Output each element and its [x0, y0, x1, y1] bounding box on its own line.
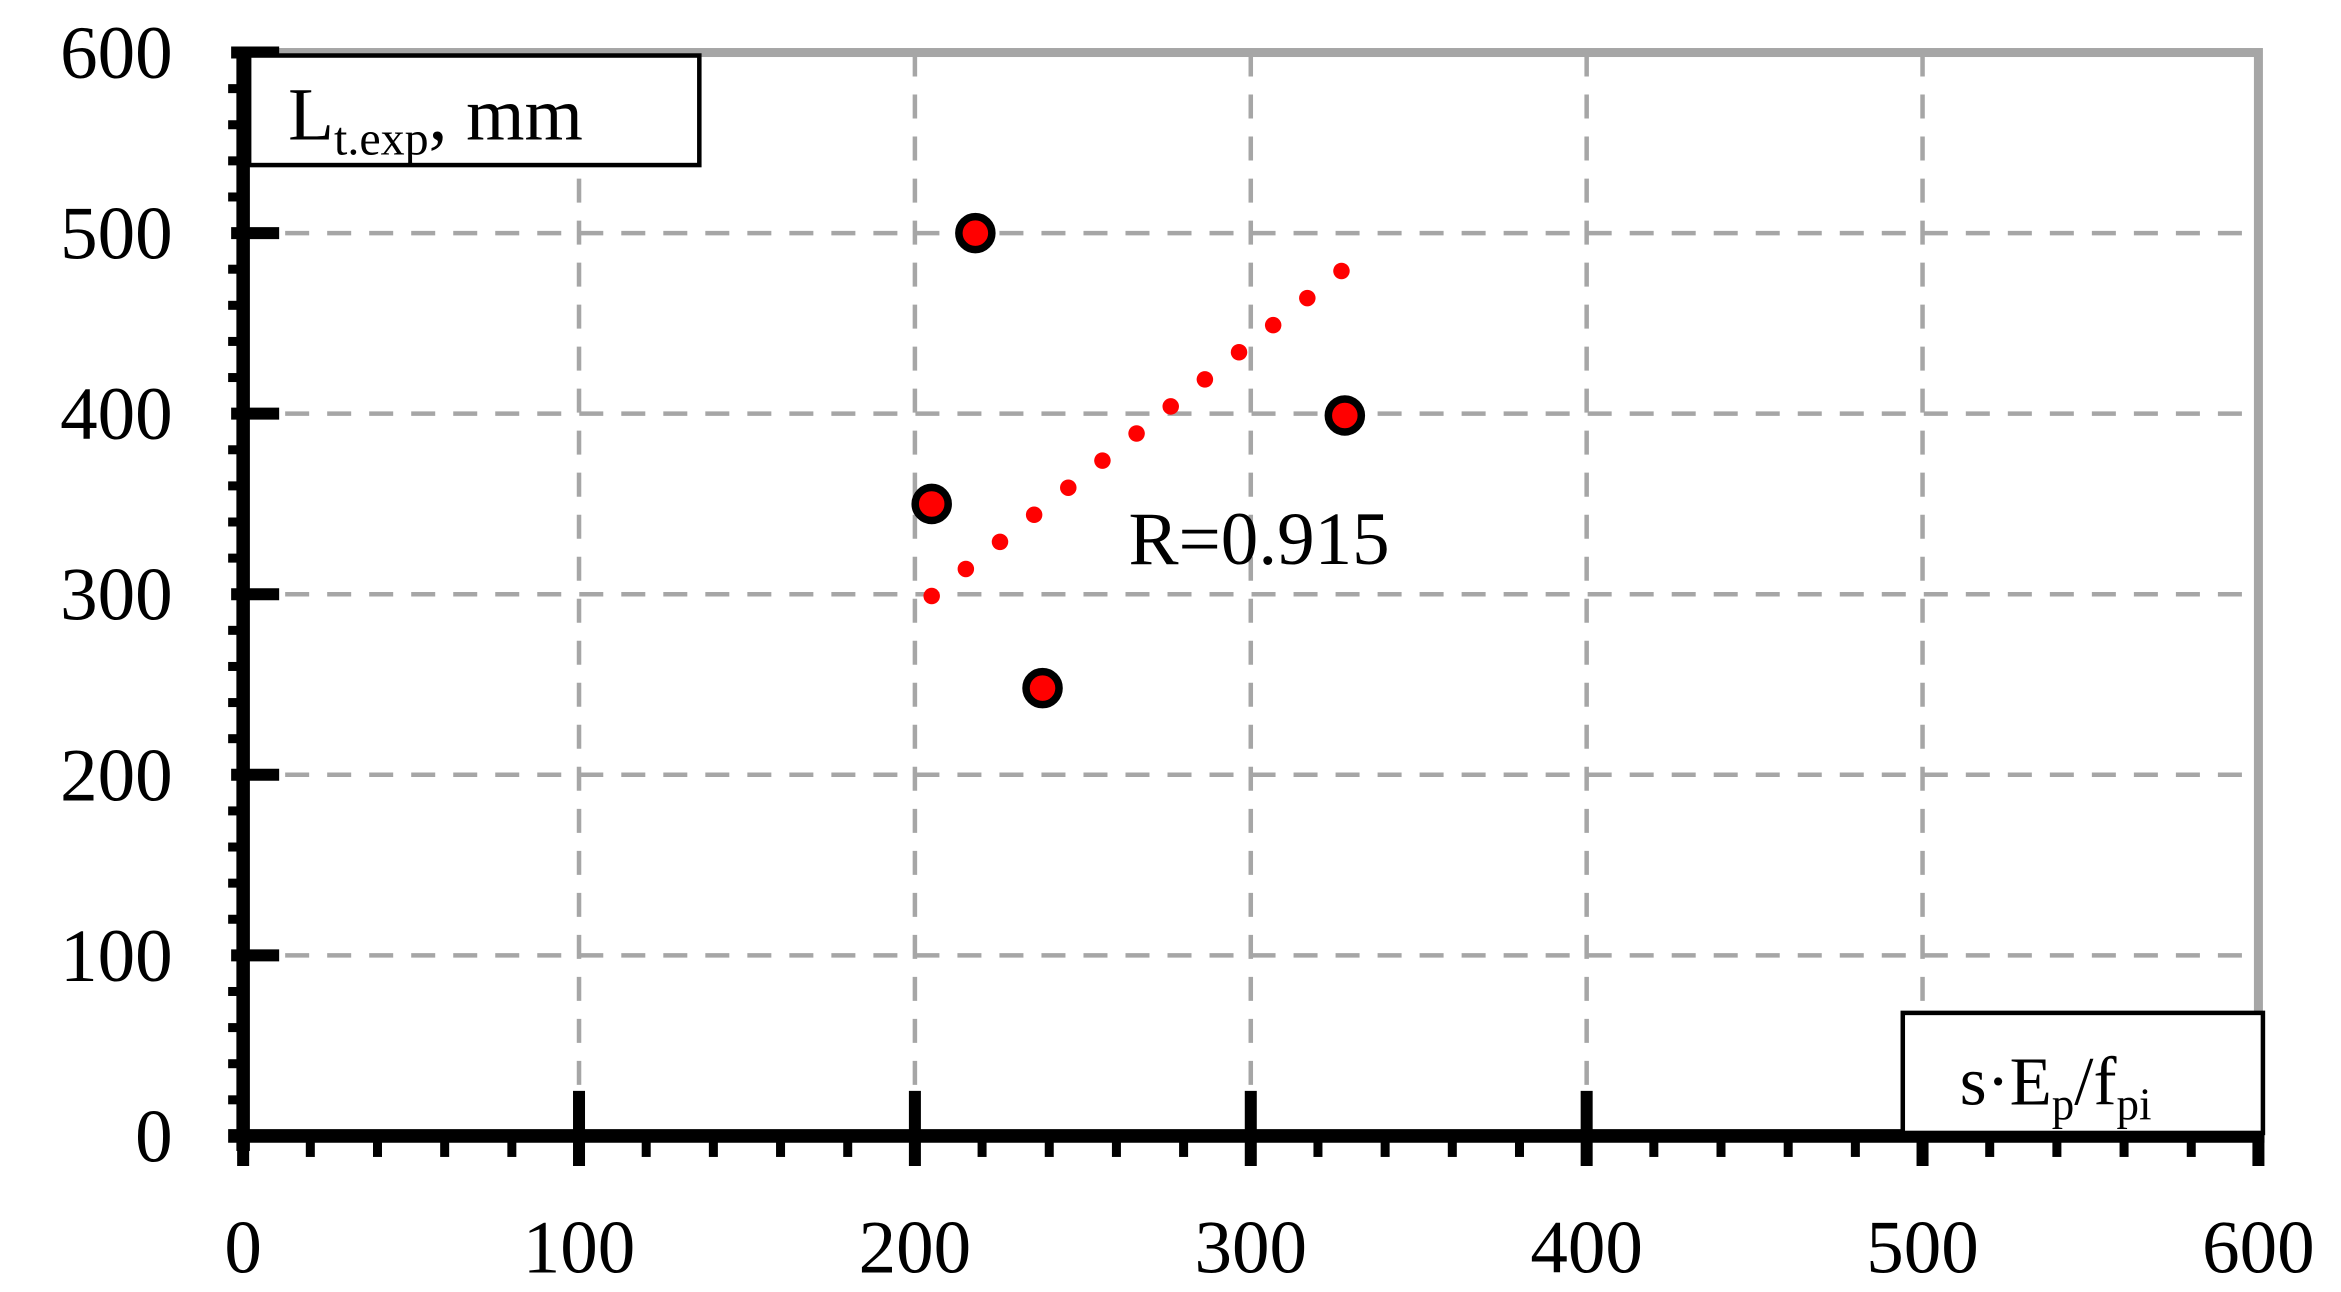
data-point	[1324, 395, 1366, 436]
x-tick-label: 500	[1866, 1206, 1979, 1289]
y-axis-label: Lt.exp, mm	[246, 53, 702, 168]
x-tick-label: 200	[859, 1206, 972, 1289]
x-tick-label: 400	[1530, 1206, 1643, 1289]
trendline	[923, 262, 1350, 605]
trendline-dot	[957, 560, 975, 578]
trendline-dot	[1128, 425, 1145, 442]
data-point	[955, 212, 996, 254]
trendline-dot	[991, 533, 1009, 551]
trendline-dot	[1299, 289, 1316, 307]
trendline-dot	[1333, 262, 1350, 280]
r-annotation: R=0.915	[1128, 498, 1389, 581]
tick-labels: 0 100 200 300 400 500 600 0 100 200 300 400 500 600	[60, 12, 2315, 1289]
data-points	[911, 212, 1366, 709]
y-tick-label: 100	[60, 915, 173, 998]
trendline-dot	[1162, 398, 1179, 415]
y-tick-label: 200	[60, 734, 173, 817]
trendline-dot	[1230, 344, 1248, 361]
y-tick-label: 600	[60, 12, 173, 95]
svg-text:s·Ep/fpi: s·Ep/fpi	[1960, 1042, 2152, 1129]
trendline-dot	[1196, 371, 1214, 388]
x-axis-label: s·Ep/fpi	[1900, 1010, 2266, 1136]
trendline-dot	[1060, 479, 1077, 496]
y-tick-label: 500	[60, 193, 173, 276]
y-tick-label: 0	[135, 1095, 173, 1178]
trendline-dot	[923, 587, 940, 605]
x-tick-label: 0	[224, 1206, 262, 1289]
x-tick-label: 300	[1195, 1206, 1308, 1289]
grid	[243, 52, 2259, 1136]
y-tick-label: 300	[60, 554, 173, 637]
svg-text:Lt.exp, mm: Lt.exp, mm	[288, 74, 583, 166]
axes	[228, 46, 2265, 1166]
y-tick-label: 400	[60, 373, 173, 456]
x-tick-label: 100	[523, 1206, 636, 1289]
trendline-dot	[1025, 506, 1043, 524]
x-tick-label: 600	[2202, 1206, 2315, 1289]
trendline-dot	[1094, 452, 1111, 469]
data-point	[1022, 667, 1063, 709]
trendline-dot	[1264, 316, 1282, 334]
data-point	[911, 483, 952, 525]
